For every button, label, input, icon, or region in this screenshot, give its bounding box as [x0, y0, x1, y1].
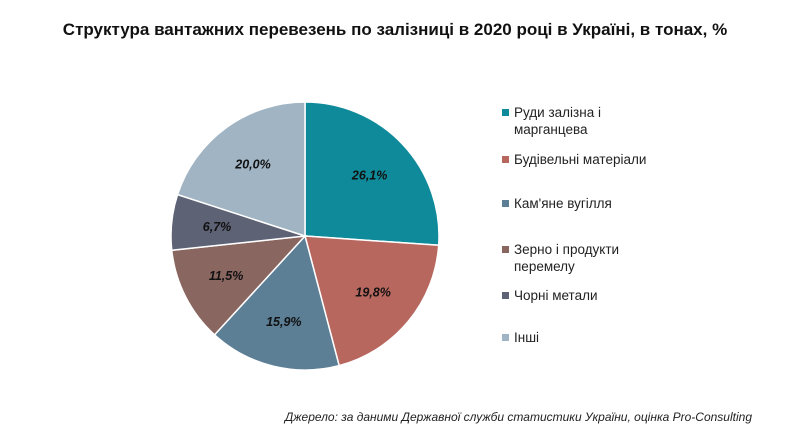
legend-swatch	[502, 156, 509, 163]
legend-swatch	[502, 109, 509, 116]
slice-data-label: 11,5%	[209, 269, 244, 283]
legend-label: Інші	[514, 330, 540, 345]
legend-label: Будівельні матеріали	[514, 152, 647, 167]
legend-item: Чорні метали	[502, 287, 714, 304]
slice-data-label: 26,1%	[351, 169, 387, 183]
chart-title: Структура вантажних перевезень по залізн…	[62, 20, 728, 39]
pie-slice	[304, 101, 440, 247]
legend-label: Кам'яне вугілля	[514, 196, 612, 211]
legend-item: Руди залізна і марганцева	[502, 104, 644, 138]
legend-swatch	[502, 334, 509, 341]
legend-item: Будівельні матеріали	[502, 151, 714, 168]
source-note: Джерело: за даними Державної служби стат…	[284, 410, 752, 424]
pie-slice	[170, 235, 307, 336]
legend-label: Зерно і продукти перемелу	[514, 242, 620, 274]
legend-item: Зерно і продукти перемелу	[502, 241, 674, 275]
pie-slice	[176, 101, 306, 238]
slice-data-label: 15,9%	[266, 315, 301, 329]
legend-label: Чорні метали	[514, 288, 598, 303]
slice-data-label: 20,0%	[234, 157, 270, 171]
legend-label: Руди залізна і марганцева	[514, 105, 601, 137]
slice-data-label: 19,8%	[355, 285, 390, 299]
legend-item: Інші	[502, 329, 714, 346]
pie-slice	[213, 234, 341, 371]
legend-swatch	[502, 246, 509, 253]
slice-data-label: 6,7%	[203, 220, 232, 234]
legend-swatch	[502, 200, 509, 207]
legend-swatch	[502, 292, 509, 299]
legend-item: Кам'яне вугілля	[502, 195, 714, 212]
pie-slice	[304, 235, 440, 367]
